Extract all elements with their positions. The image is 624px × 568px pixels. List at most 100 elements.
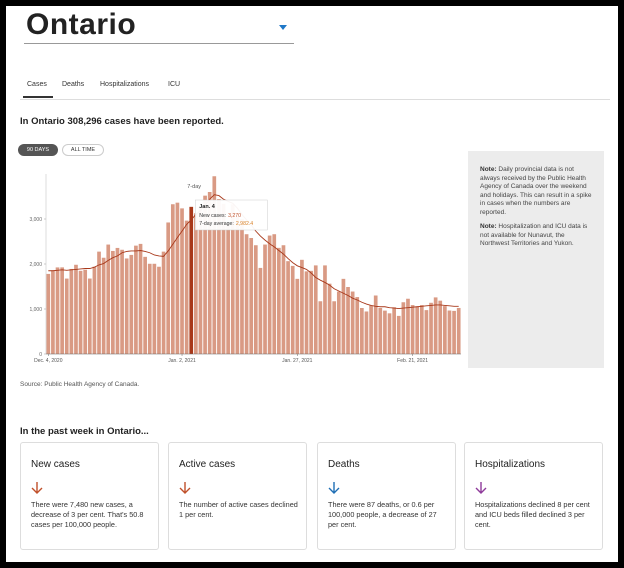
divider bbox=[20, 99, 610, 100]
line-label: 7-day bbox=[187, 184, 201, 190]
bar bbox=[249, 237, 254, 354]
bar bbox=[194, 213, 198, 354]
region-title: Ontario bbox=[26, 8, 137, 41]
bar bbox=[161, 251, 166, 354]
bar bbox=[281, 245, 286, 354]
down-arrow bbox=[179, 482, 191, 494]
bar bbox=[147, 263, 152, 354]
bar bbox=[263, 244, 267, 354]
bar bbox=[138, 243, 143, 354]
down-arrow bbox=[328, 482, 340, 494]
bar bbox=[97, 251, 101, 354]
source: Source: Public Health Agency of Canada. bbox=[20, 381, 140, 388]
bar bbox=[424, 310, 429, 354]
bar bbox=[60, 267, 64, 354]
bar bbox=[309, 270, 313, 354]
y-tick-label: 2,000 bbox=[29, 262, 42, 268]
note-label: Note: bbox=[480, 166, 497, 173]
card-title: Active cases bbox=[179, 459, 236, 470]
bar bbox=[369, 305, 373, 354]
note: Note: Hospitalization and ICU data is no… bbox=[480, 223, 594, 249]
card-text: There were 7,480 new cases, a decrease o… bbox=[31, 500, 144, 529]
bar bbox=[396, 315, 401, 354]
bar bbox=[152, 263, 157, 354]
tooltip-box bbox=[195, 199, 268, 231]
bar bbox=[327, 283, 332, 354]
bar bbox=[429, 302, 433, 354]
tab[interactable]: Hospitalizations bbox=[100, 81, 150, 88]
card: Hospitalizations Hospitalizations declin… bbox=[464, 442, 603, 550]
bar bbox=[69, 268, 74, 354]
bar bbox=[360, 308, 364, 354]
bar bbox=[452, 310, 456, 354]
x-tick-label: Feb. 21, 2021 bbox=[397, 358, 428, 364]
bar bbox=[267, 235, 272, 354]
card: Active cases The number of active cases … bbox=[168, 442, 307, 550]
bar bbox=[401, 302, 406, 354]
bar bbox=[51, 270, 55, 354]
bar bbox=[120, 249, 124, 354]
bar bbox=[277, 247, 281, 354]
card-title: Hospitalizations bbox=[475, 459, 546, 470]
bar bbox=[341, 278, 346, 354]
bar bbox=[313, 265, 318, 354]
tooltip-label: New cases: bbox=[199, 213, 226, 219]
bar bbox=[286, 261, 290, 354]
bar bbox=[240, 219, 244, 354]
active-tab-underline bbox=[23, 96, 53, 98]
range-button[interactable]: ALL TIME bbox=[62, 144, 104, 156]
bar bbox=[392, 307, 396, 354]
bar bbox=[235, 216, 240, 354]
card: New cases There were 7,480 new cases, a … bbox=[20, 442, 159, 550]
bar bbox=[157, 266, 161, 354]
down-arrow bbox=[31, 482, 43, 494]
bar bbox=[373, 295, 378, 354]
y-tick-label: 1,000 bbox=[29, 307, 42, 313]
bar bbox=[346, 286, 350, 354]
chart: 0 1,000 2,000 3,000 Dec. 4, 2020 Jan. 2, 2021… bbox=[29, 174, 461, 364]
bar bbox=[143, 256, 147, 354]
y-tick-label: 0 bbox=[39, 352, 42, 358]
bar bbox=[115, 247, 120, 354]
note-label: Note: bbox=[480, 223, 497, 230]
dropdown-arrow[interactable] bbox=[278, 24, 288, 32]
bar bbox=[244, 234, 249, 354]
note-box: Note: Daily provincial data is not alway… bbox=[468, 151, 604, 368]
bar bbox=[364, 311, 369, 354]
bar bbox=[78, 270, 83, 354]
bar bbox=[295, 278, 300, 354]
bar bbox=[456, 307, 461, 354]
bar bbox=[438, 300, 443, 354]
tab[interactable]: Cases bbox=[27, 81, 47, 88]
bar bbox=[46, 273, 51, 354]
bar bbox=[184, 220, 189, 354]
card-title: Deaths bbox=[328, 459, 360, 470]
tab[interactable]: ICU bbox=[168, 81, 181, 88]
card-text: Hospitalizations declined 8 per cent and… bbox=[475, 500, 590, 529]
tooltip-value: 3,270 bbox=[228, 213, 241, 219]
range-button[interactable]: 90 DAYS bbox=[18, 144, 58, 156]
bar bbox=[323, 265, 327, 354]
bar bbox=[383, 310, 387, 354]
section-heading: In the past week in Ontario... bbox=[20, 426, 149, 437]
bar bbox=[230, 204, 235, 354]
y-tick-label: 3,000 bbox=[29, 217, 42, 223]
bar bbox=[378, 308, 383, 354]
tab[interactable]: Deaths bbox=[62, 81, 85, 88]
bar bbox=[217, 199, 221, 354]
bar bbox=[180, 208, 184, 354]
bar bbox=[410, 305, 415, 354]
bar bbox=[207, 192, 212, 354]
bar bbox=[74, 264, 78, 354]
bar bbox=[258, 267, 263, 354]
tooltip-label: 7-day average: bbox=[199, 221, 234, 227]
bar bbox=[318, 301, 323, 354]
summary: In Ontario 308,296 cases have been repor… bbox=[20, 116, 224, 127]
bar bbox=[55, 267, 60, 354]
down-arrow bbox=[475, 482, 487, 494]
bar bbox=[134, 245, 138, 354]
bar bbox=[170, 204, 175, 354]
bar bbox=[212, 176, 217, 354]
bar bbox=[332, 301, 337, 354]
bar bbox=[129, 254, 134, 354]
